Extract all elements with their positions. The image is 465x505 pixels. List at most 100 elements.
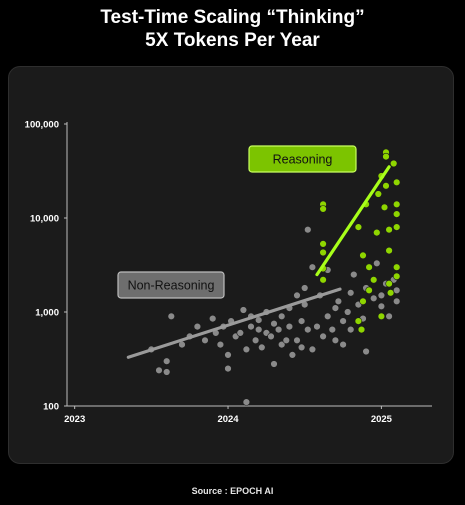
non-reasoning-point xyxy=(301,284,309,292)
non-reasoning-point xyxy=(278,340,286,349)
non-reasoning-point xyxy=(319,332,327,341)
non-reasoning-point xyxy=(339,317,347,325)
non-reasoning-point xyxy=(334,297,343,306)
reasoning-point xyxy=(382,152,390,161)
y-tick-label: 1,000 xyxy=(35,308,59,319)
non-reasoning-point xyxy=(393,286,401,295)
reasoning-point xyxy=(380,203,389,212)
non-reasoning-point xyxy=(255,325,263,334)
x-tick-label: 2025 xyxy=(371,414,393,425)
non-reasoning-point xyxy=(288,351,297,359)
non-reasoning-point xyxy=(297,317,306,325)
reasoning-point xyxy=(393,223,401,231)
non-reasoning-point xyxy=(370,294,378,303)
non-reasoning-point xyxy=(251,336,260,344)
scatter-chart: 100 1,000 10,000 100,000 2023 2024 2025 Reasoni… xyxy=(25,120,432,425)
non-reasoning-point xyxy=(224,351,232,359)
reasoning-point xyxy=(393,178,401,187)
non-reasoning-point xyxy=(163,368,171,376)
reasoning-point xyxy=(365,263,373,271)
non-reasoning-point xyxy=(167,312,176,321)
non-reasoning-point xyxy=(236,329,245,337)
reasoning-point xyxy=(357,325,366,334)
non-reasoning-point xyxy=(216,340,225,349)
reasoning-point xyxy=(377,312,386,321)
reasoning-point xyxy=(393,200,401,209)
y-tick-label: 100,000 xyxy=(25,120,59,131)
non-reasoning-point xyxy=(258,343,266,352)
non-reasoning-point xyxy=(308,345,317,354)
reasoning-point xyxy=(393,263,401,271)
x-tick-label: 2024 xyxy=(217,414,239,425)
non-reasoning-label: Non-Reasoning xyxy=(128,279,215,293)
non-reasoning-point xyxy=(393,297,401,306)
non-reasoning-point xyxy=(362,347,370,356)
reasoning-point xyxy=(319,276,327,284)
non-reasoning-point xyxy=(293,336,301,344)
reasoning-point xyxy=(374,190,382,198)
reasoning-point xyxy=(393,272,401,281)
reasoning-point xyxy=(319,240,327,248)
reasoning-trend-line xyxy=(315,165,391,277)
y-tick-label: 100 xyxy=(43,402,59,413)
non-reasoning-point xyxy=(313,322,321,331)
title-line-2: 5X Tokens Per Year xyxy=(145,30,320,51)
reasoning-point xyxy=(354,223,363,231)
non-reasoning-point xyxy=(339,340,347,349)
reasoning-label-box xyxy=(248,145,357,173)
non-reasoning-point xyxy=(347,289,355,297)
non-reasoning-point xyxy=(377,302,386,311)
non-reasoning-point xyxy=(344,308,352,316)
y-tick-label: 10,000 xyxy=(30,214,59,225)
reasoning-point xyxy=(319,248,327,257)
reasoning-label: Reasoning xyxy=(273,153,333,167)
reasoning-point xyxy=(373,228,381,237)
non-reasoning-point xyxy=(224,364,232,373)
non-reasoning-point xyxy=(293,291,301,300)
non-reasoning-point xyxy=(163,357,171,365)
reasoning-point xyxy=(385,246,393,255)
non-reasoning-point xyxy=(304,226,312,234)
non-reasoning-point xyxy=(308,263,317,271)
non-reasoning-point xyxy=(331,304,340,312)
non-reasoning-point xyxy=(274,325,283,334)
chart-title: Test-Time Scaling “Thinking” 5X Tokens P… xyxy=(0,6,465,52)
non-reasoning-point xyxy=(282,336,290,344)
non-reasoning-point xyxy=(155,366,163,374)
non-reasoning-point xyxy=(297,343,306,352)
non-reasoning-point xyxy=(331,336,340,344)
non-reasoning-point xyxy=(239,306,248,314)
non-reasoning-point xyxy=(270,360,278,368)
non-reasoning-point xyxy=(278,312,286,321)
non-reasoning-point xyxy=(267,332,275,341)
non-reasoning-trend-line xyxy=(126,287,342,359)
reasoning-point xyxy=(370,276,378,284)
non-reasoning-point xyxy=(347,325,355,334)
source-note: Source : EPOCH AI xyxy=(191,486,274,496)
non-reasoning-point xyxy=(328,325,336,334)
reasoning-point xyxy=(359,251,367,260)
reasoning-point xyxy=(385,280,393,288)
non-reasoning-point xyxy=(270,320,278,328)
reasoning-point xyxy=(319,205,327,213)
reasoning-point xyxy=(354,317,363,325)
non-reasoning-point xyxy=(385,312,393,321)
reasoning-point xyxy=(386,289,395,297)
reasoning-point xyxy=(393,210,401,218)
reasoning-point xyxy=(359,297,367,306)
non-reasoning-point xyxy=(193,322,202,331)
non-reasoning-point xyxy=(324,312,332,321)
non-reasoning-point xyxy=(285,322,294,331)
non-reasoning-point xyxy=(377,291,386,300)
reasoning-point xyxy=(385,226,393,234)
non-reasoning-point xyxy=(242,345,251,354)
title-line-1: Test-Time Scaling “Thinking” xyxy=(100,7,365,28)
non-reasoning-point xyxy=(247,322,255,331)
x-tick-label: 2023 xyxy=(64,414,85,425)
reasoning-point xyxy=(390,159,398,168)
non-reasoning-point xyxy=(350,270,358,279)
non-reasoning-label-box xyxy=(117,271,225,299)
chart-panel: 100 1,000 10,000 100,000 2023 2024 2025 Reasoni… xyxy=(8,66,454,464)
reasoning-point xyxy=(365,286,373,295)
reasoning-point xyxy=(382,182,390,190)
